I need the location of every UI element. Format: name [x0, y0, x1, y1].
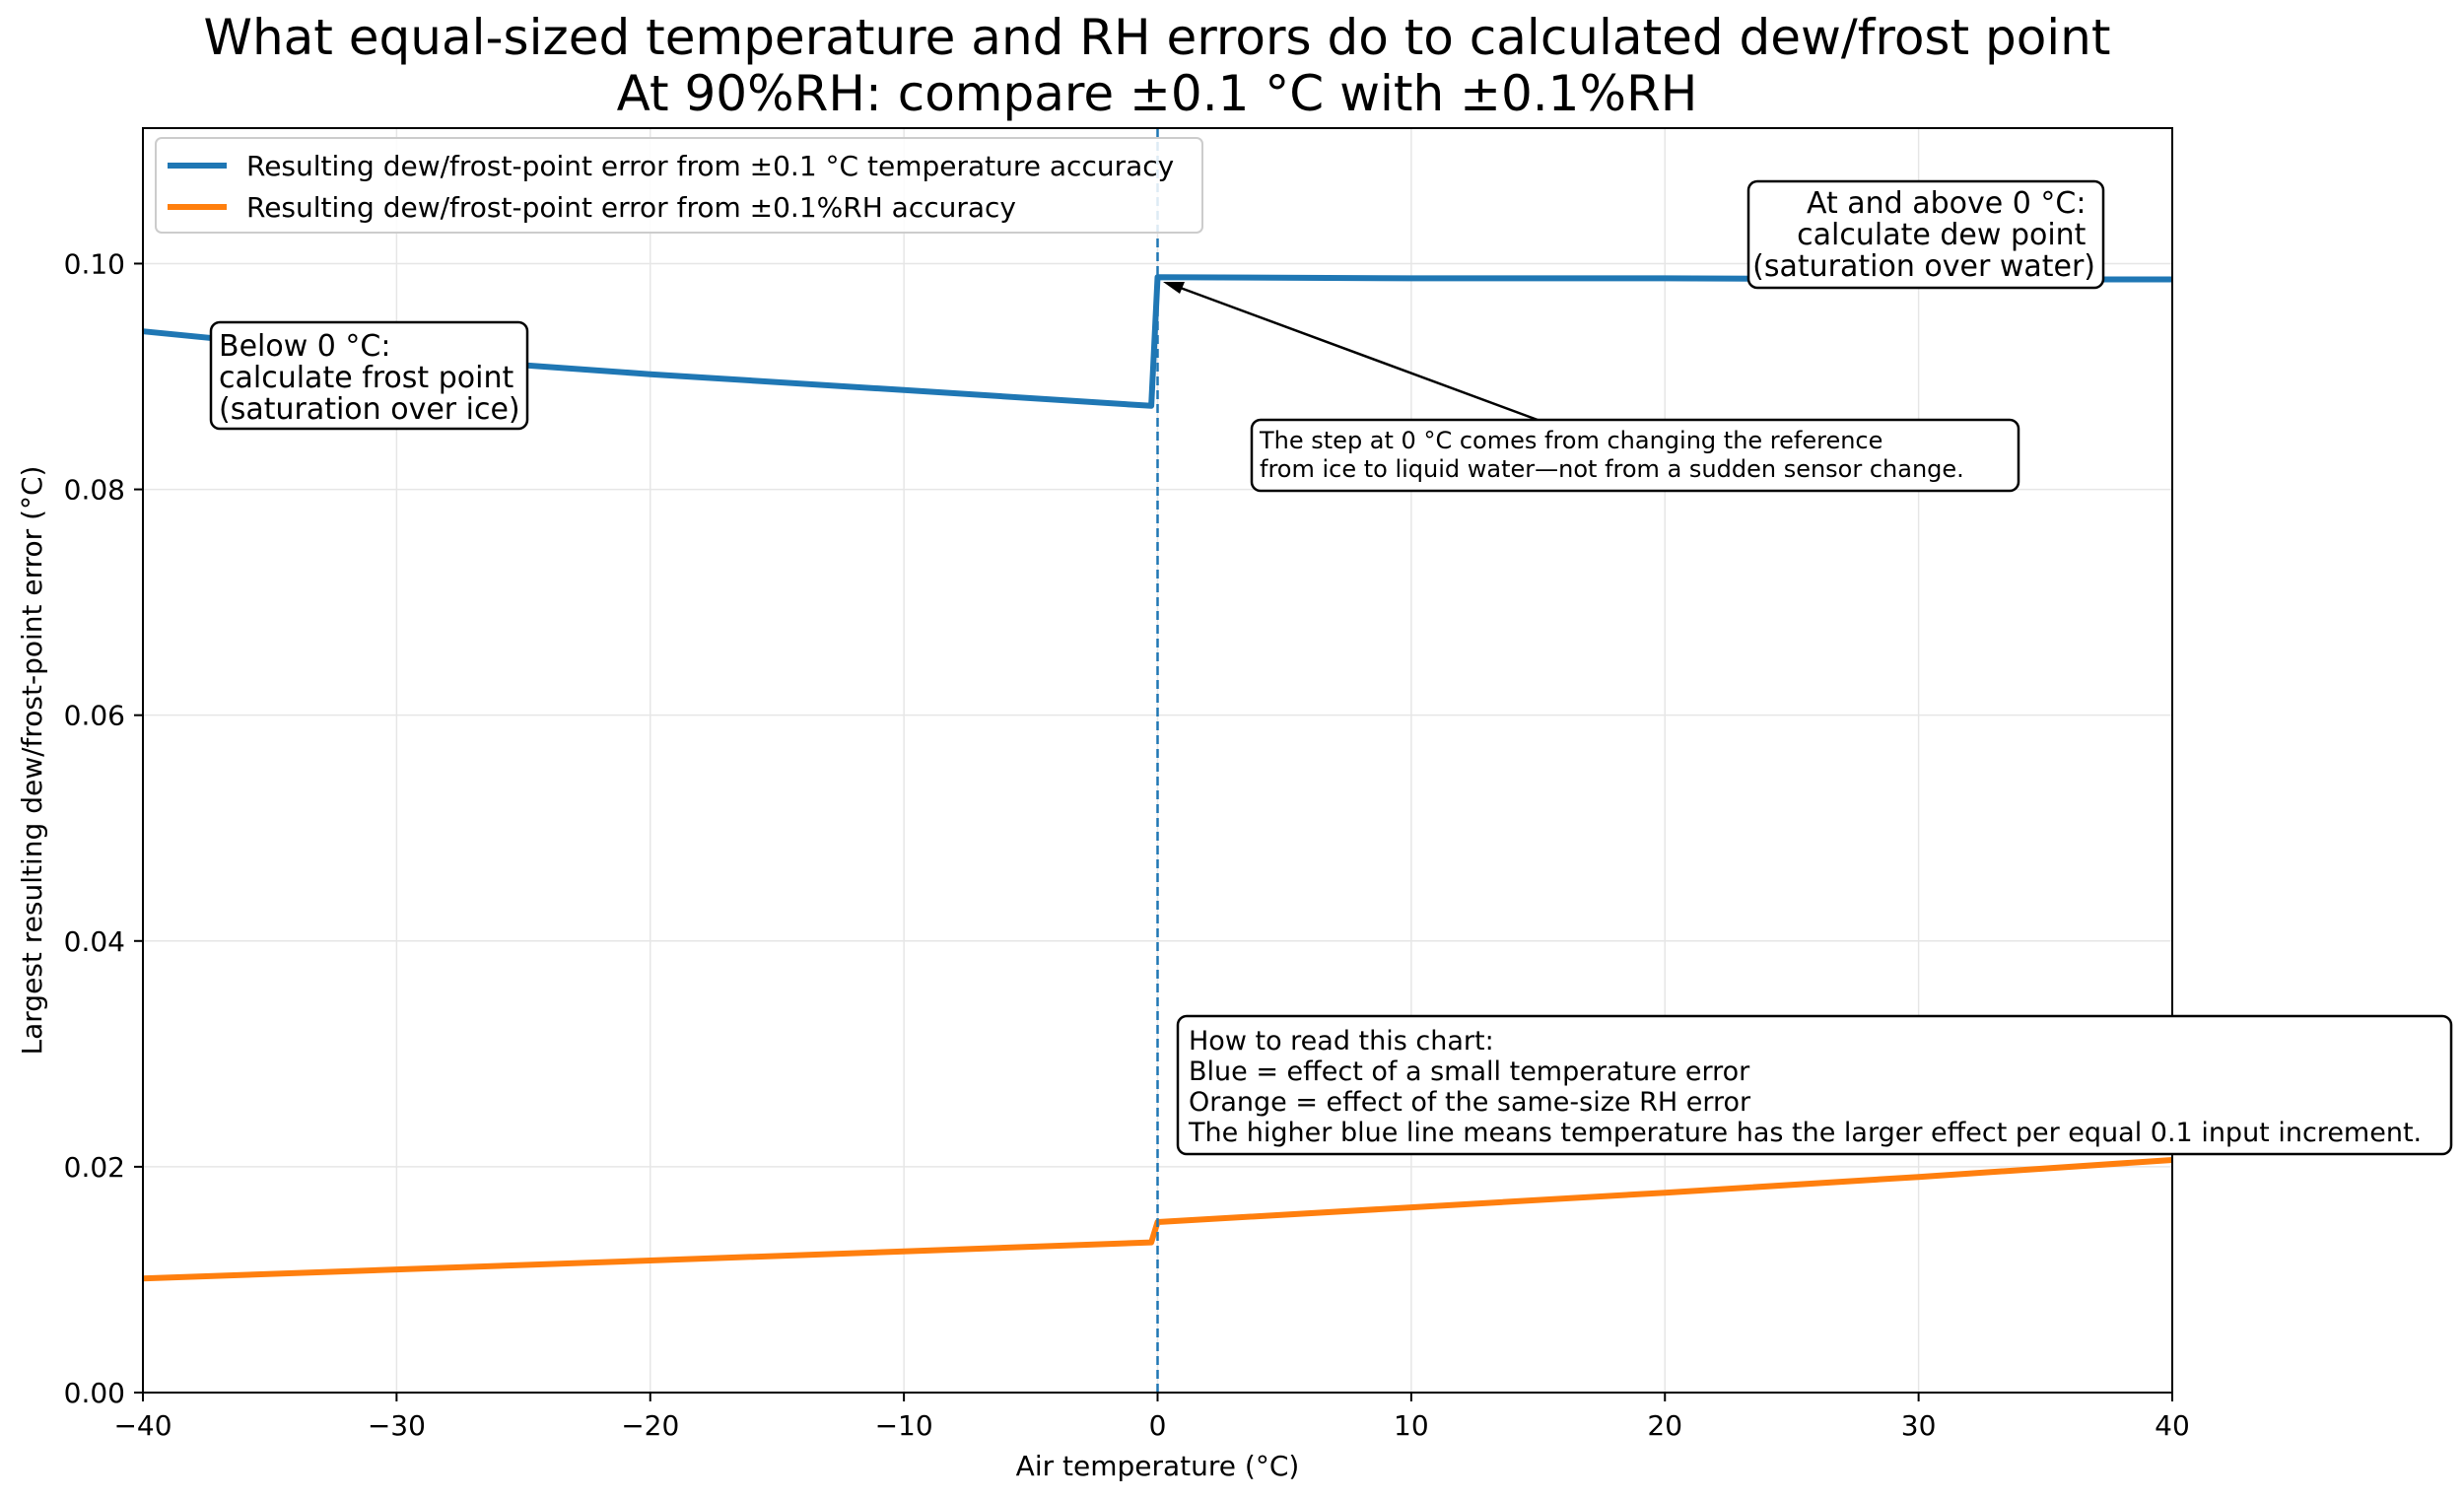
legend-label-temperature: Resulting dew/frost-point error from ±0.…: [246, 150, 1174, 182]
annotation-above-zero: At and above 0 °C: calculate dew point (…: [1746, 179, 2105, 290]
rh-error-line: [142, 1157, 2173, 1282]
x-tick-label: −40: [113, 1409, 171, 1442]
y-axis-label: Largest resulting dew/frost-point error …: [16, 466, 48, 1056]
annotation-line: calculate dew point: [1797, 218, 2087, 252]
annotation-box: [1746, 179, 2105, 290]
annotation-line: Below 0 °C:: [219, 329, 390, 364]
svg-text:The step at 0 °C comes from ch: The step at 0 °C comes from changing the…: [1259, 427, 1964, 483]
annotation-box: [1250, 418, 2020, 493]
annotation-line: from ice to liquid water—not from a sudd…: [1260, 455, 1964, 483]
annotation-below-zero: Below 0 °C: calculate frost point (satur…: [209, 320, 529, 431]
annotation-line: The step at 0 °C comes from changing the…: [1259, 427, 1882, 454]
svg-text:At and above 0 °C: calcu: At and above 0 °C: calculate dew point (…: [1752, 186, 2095, 284]
annotation-how-to-read: How to read this chart: Blue = effect of…: [1176, 1014, 2453, 1156]
annotation-line: calculate frost point: [219, 361, 513, 395]
annotation-line: How to read this chart:: [1189, 1026, 1494, 1056]
chart-title: What equal-sized temperature and RH erro…: [204, 9, 2111, 66]
x-tick-label: −20: [621, 1409, 679, 1442]
annotation-line: The higher blue line means temperature h…: [1188, 1118, 2422, 1148]
step-note-arrowhead: [1163, 282, 1185, 294]
annotation-line: (saturation over ice): [219, 392, 520, 427]
x-tick-label: −10: [875, 1409, 933, 1442]
annotation-line: Orange = effect of the same-size RH erro…: [1189, 1087, 1751, 1118]
y-tick-label: 0.10: [64, 247, 125, 280]
step-note-arrow-line: [1166, 281, 1539, 422]
y-tick-label: 0.00: [64, 1377, 125, 1409]
annotation-line: At and above 0 °C:: [1807, 186, 2086, 221]
x-tick-label: 0: [1149, 1409, 1167, 1442]
x-tick-label: 10: [1394, 1409, 1429, 1442]
annotation-line: (saturation over water): [1752, 249, 2095, 284]
svg-text:Below 0 °C: calculate fr: Below 0 °C: calculate frost point (satur…: [219, 329, 523, 427]
x-tick-label: 40: [2155, 1409, 2190, 1442]
x-tick-label: −30: [368, 1409, 426, 1442]
svg-text:How to read this chart:: How to read this chart: Blue = effect of…: [1188, 1026, 2422, 1148]
ticks: −40 −30 −20 −10 0 10 20 30 40 0.00 0.02 0.04 0.06 0.0…: [64, 247, 2190, 1442]
annotation-box: [209, 320, 529, 431]
legend-label-rh: Resulting dew/frost-point error from ±0.…: [246, 191, 1016, 224]
legend: Resulting dew/frost-point error from ±0.…: [155, 137, 1203, 234]
y-tick-label: 0.04: [64, 925, 125, 958]
y-tick-label: 0.06: [64, 700, 125, 732]
x-tick-label: 30: [1901, 1409, 1937, 1442]
annotation-box: [1176, 1014, 2453, 1156]
annotation-line: Blue = effect of a small temperature err…: [1189, 1056, 1750, 1087]
x-tick-label: 20: [1647, 1409, 1682, 1442]
x-axis-label: Air temperature (°C): [1016, 1450, 1300, 1482]
y-tick-label: 0.02: [64, 1151, 125, 1184]
annotation-step-note: The step at 0 °C comes from changing the…: [1163, 281, 2020, 493]
legend-box: [155, 137, 1203, 234]
y-tick-label: 0.08: [64, 474, 125, 507]
chart-subtitle: At 90%RH: compare ±0.1 °C with ±0.1%RH: [617, 65, 1698, 122]
